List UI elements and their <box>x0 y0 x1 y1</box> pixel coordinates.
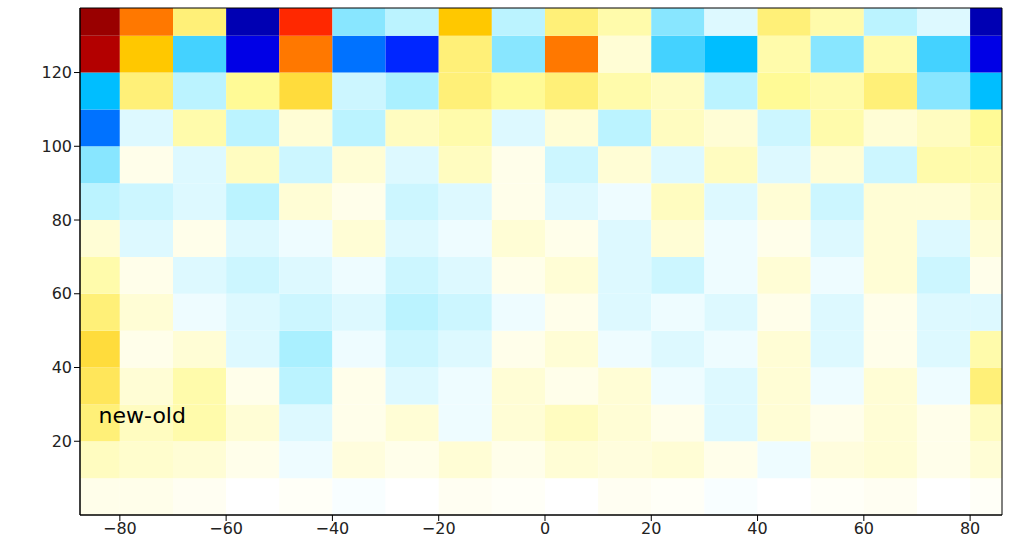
svg-text:100: 100 <box>41 137 72 156</box>
svg-text:60: 60 <box>52 284 72 303</box>
svg-text:80: 80 <box>52 211 72 230</box>
svg-text:20: 20 <box>52 432 72 451</box>
svg-text:−40: −40 <box>316 519 350 538</box>
svg-text:80: 80 <box>960 519 980 538</box>
svg-text:−80: −80 <box>103 519 137 538</box>
svg-text:120: 120 <box>41 63 72 82</box>
svg-text:40: 40 <box>747 519 767 538</box>
svg-text:−20: −20 <box>422 519 456 538</box>
svg-text:20: 20 <box>641 519 661 538</box>
svg-text:−60: −60 <box>209 519 243 538</box>
svg-text:new-old: new-old <box>99 403 186 428</box>
svg-text:0: 0 <box>540 519 550 538</box>
svg-text:60: 60 <box>854 519 874 538</box>
svg-text:40: 40 <box>52 358 72 377</box>
